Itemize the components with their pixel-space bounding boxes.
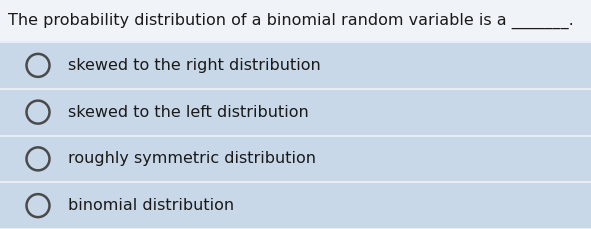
- Bar: [0, 0, 591, 42]
- Text: The probability distribution of a binomial random variable is a _______.: The probability distribution of a binomi…: [8, 13, 574, 29]
- Text: roughly symmetric distribution: roughly symmetric distribution: [67, 151, 316, 166]
- Text: skewed to the right distribution: skewed to the right distribution: [67, 58, 320, 73]
- Bar: [0, 89, 591, 136]
- Bar: [0, 136, 591, 182]
- Text: binomial distribution: binomial distribution: [67, 198, 233, 213]
- Bar: [0, 182, 591, 229]
- Bar: [0, 42, 591, 89]
- Text: skewed to the left distribution: skewed to the left distribution: [67, 105, 309, 120]
